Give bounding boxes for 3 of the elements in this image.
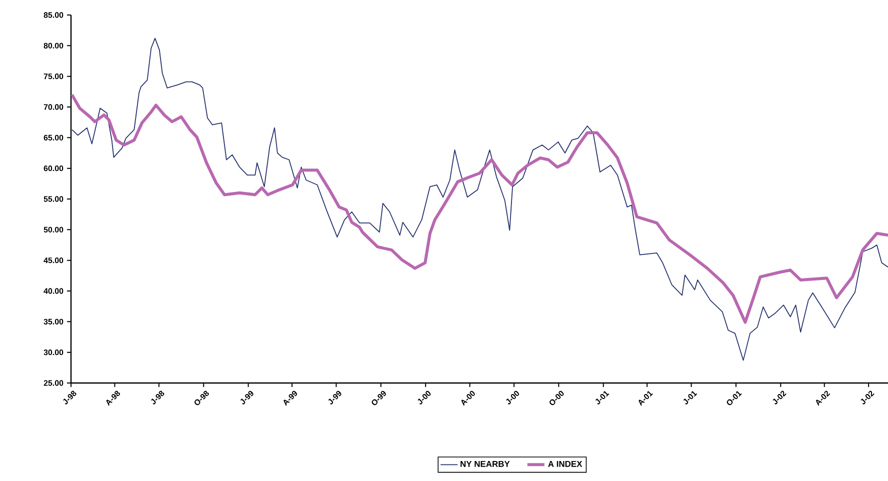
legend-label: NY NEARBY bbox=[460, 460, 510, 467]
legend-label: A INDEX bbox=[548, 460, 582, 467]
line-series bbox=[71, 93, 888, 324]
